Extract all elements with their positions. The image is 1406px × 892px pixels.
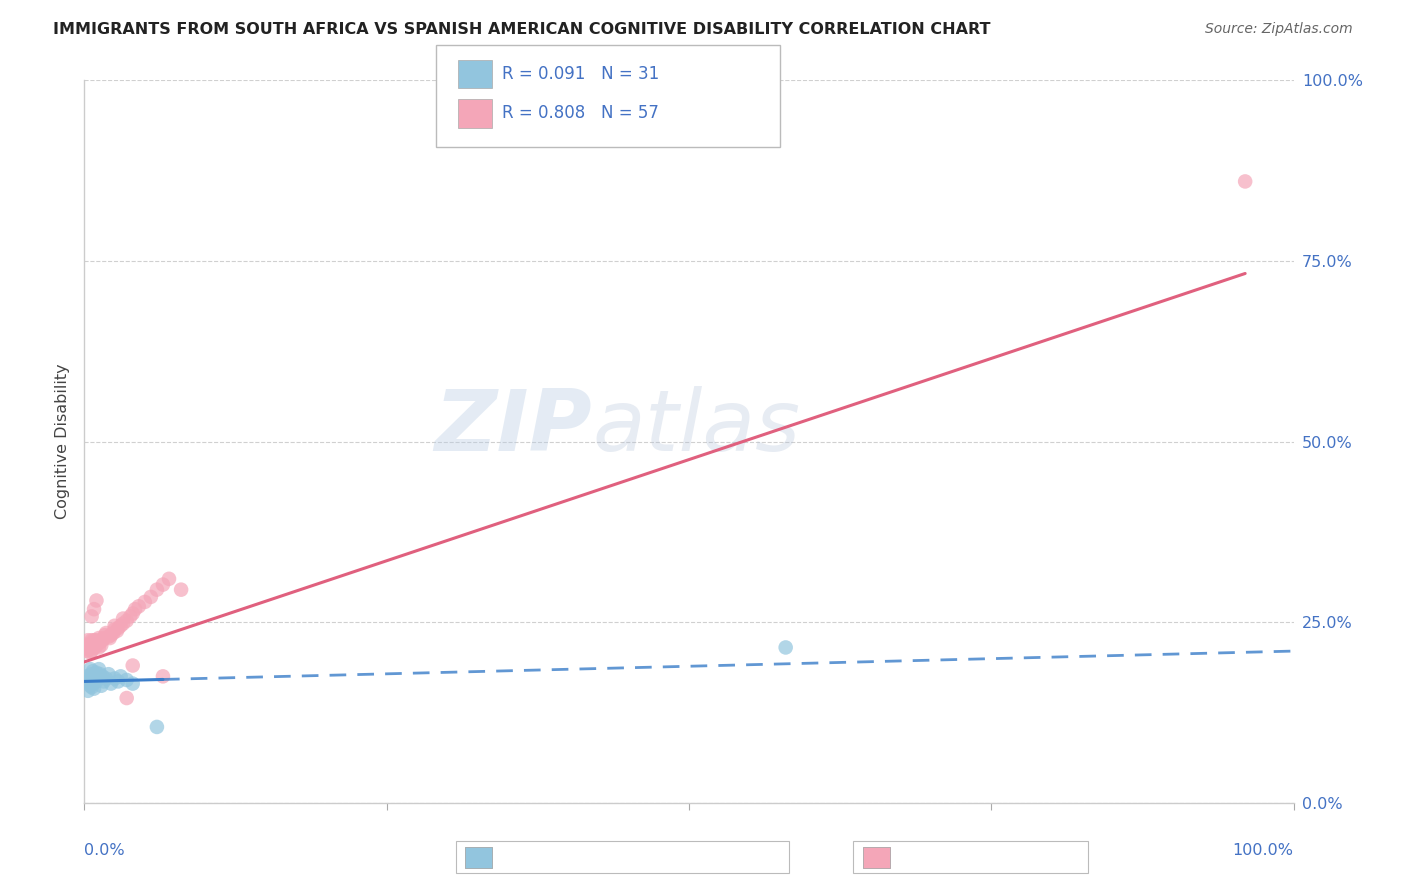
Text: Spanish Americans: Spanish Americans: [897, 851, 1050, 865]
Point: [84, 669, 107, 683]
Point: [110, 669, 132, 683]
Point: [86, 672, 108, 686]
Text: Source: ZipAtlas.com: Source: ZipAtlas.com: [1205, 22, 1353, 37]
Point: [94, 672, 117, 686]
Point: [80, 638, 103, 652]
Point: [97, 667, 120, 681]
Point: [79, 640, 101, 655]
Point: [124, 602, 146, 616]
Point: [82, 640, 104, 655]
Point: [97, 630, 120, 644]
Point: [87, 662, 110, 676]
Point: [139, 590, 162, 604]
Point: [90, 638, 112, 652]
Point: [115, 614, 138, 628]
Point: [170, 582, 193, 597]
Point: [83, 638, 105, 652]
Point: [86, 633, 108, 648]
Text: IMMIGRANTS FROM SOUTH AFRICA VS SPANISH AMERICAN COGNITIVE DISABILITY CORRELATIO: IMMIGRANTS FROM SOUTH AFRICA VS SPANISH …: [53, 22, 991, 37]
Point: [84, 635, 107, 649]
Text: atlas: atlas: [592, 385, 800, 468]
Text: ZIP: ZIP: [434, 385, 592, 468]
Point: [83, 633, 105, 648]
Point: [80, 680, 103, 694]
Point: [94, 628, 117, 642]
Point: [82, 665, 104, 679]
Point: [86, 593, 108, 607]
Point: [146, 582, 169, 597]
Point: [80, 633, 103, 648]
Point: [77, 672, 100, 686]
Point: [76, 640, 98, 655]
Point: [94, 626, 117, 640]
Point: [93, 631, 115, 645]
Point: [93, 674, 115, 689]
Point: [104, 672, 127, 686]
Point: [107, 674, 129, 689]
Point: [90, 679, 112, 693]
Point: [91, 669, 114, 683]
Text: 100.0%: 100.0%: [1233, 843, 1294, 857]
Point: [157, 572, 180, 586]
Point: [79, 679, 101, 693]
Point: [152, 669, 174, 683]
Point: [104, 619, 127, 633]
Point: [77, 674, 100, 689]
Point: [83, 681, 105, 696]
Point: [80, 644, 103, 658]
Point: [79, 662, 101, 676]
Point: [134, 595, 156, 609]
Point: [77, 642, 100, 657]
Point: [105, 624, 128, 638]
Point: [775, 640, 797, 655]
Point: [86, 637, 108, 651]
Text: 0.0%: 0.0%: [84, 843, 125, 857]
Point: [83, 673, 105, 687]
Point: [91, 633, 114, 648]
Y-axis label: Cognitive Disability: Cognitive Disability: [55, 364, 70, 519]
Point: [110, 619, 132, 633]
Point: [121, 607, 143, 621]
Point: [104, 623, 127, 637]
Point: [76, 644, 98, 658]
Point: [115, 691, 138, 706]
Point: [107, 621, 129, 635]
Point: [98, 631, 121, 645]
Text: R = 0.808   N = 57: R = 0.808 N = 57: [502, 104, 659, 122]
Point: [77, 633, 100, 648]
Point: [120, 609, 142, 624]
Point: [112, 611, 135, 625]
Point: [79, 646, 101, 660]
Point: [80, 609, 103, 624]
Point: [77, 638, 100, 652]
Point: [86, 665, 108, 680]
Point: [76, 669, 98, 683]
Point: [121, 676, 143, 690]
Point: [152, 577, 174, 591]
Point: [121, 658, 143, 673]
Point: [128, 599, 150, 614]
Point: [82, 676, 104, 690]
Point: [112, 616, 135, 631]
Point: [1234, 174, 1257, 188]
Text: R = 0.091   N = 31: R = 0.091 N = 31: [502, 65, 659, 83]
Point: [100, 676, 122, 690]
Point: [87, 631, 110, 645]
Point: [115, 673, 138, 687]
Point: [80, 667, 103, 681]
Point: [86, 674, 108, 689]
Point: [77, 637, 100, 651]
Point: [82, 637, 104, 651]
Point: [100, 628, 122, 642]
Point: [146, 720, 169, 734]
Point: [86, 638, 108, 652]
Point: [103, 626, 125, 640]
Point: [89, 667, 111, 681]
Text: Immigrants from South Africa: Immigrants from South Africa: [501, 851, 738, 865]
Point: [84, 640, 107, 655]
Point: [89, 635, 111, 649]
Point: [77, 683, 100, 698]
Point: [83, 602, 105, 616]
Point: [87, 640, 110, 655]
